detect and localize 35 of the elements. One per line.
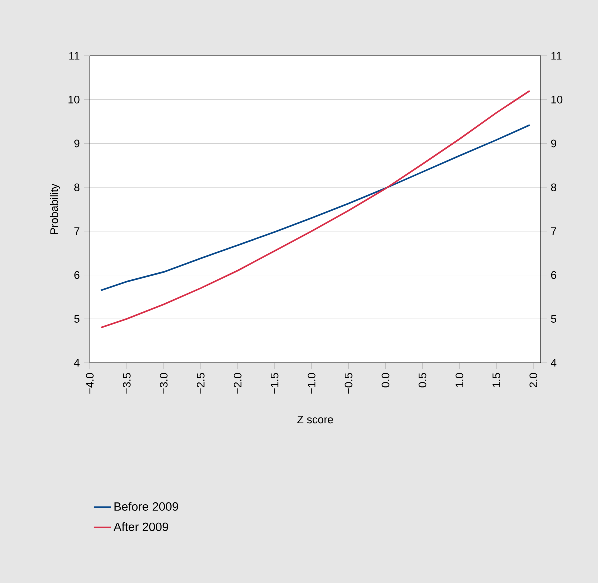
x-tick-label: 0.0 <box>382 373 390 388</box>
x-tick-label: 0.5 <box>418 373 427 388</box>
legend-label: After 2009 <box>114 522 168 532</box>
y-tick-label: 9 <box>74 140 80 148</box>
x-tick-label: −1.0 <box>308 373 316 394</box>
x-tick-label: 1.5 <box>492 373 500 388</box>
x-tick-label: −2.0 <box>234 373 242 394</box>
y-tick-label: 7 <box>74 228 80 236</box>
x-tick-label: −0.5 <box>344 373 353 394</box>
y-tick-label: 4 <box>74 359 80 367</box>
y2-tick-label: 8 <box>551 184 556 192</box>
y-tick-label: 5 <box>74 315 80 323</box>
y-tick-label: 6 <box>74 271 80 280</box>
y2-tick-label: 7 <box>551 228 556 236</box>
y2-tick-label: 11 <box>552 52 562 60</box>
y-axis-title: Probability <box>50 184 60 234</box>
y2-tick-label: 4 <box>551 359 557 367</box>
y2-tick-label: 9 <box>551 140 556 148</box>
y-tick-label: 10 <box>68 96 80 104</box>
legend-label: Before 2009 <box>114 502 178 512</box>
y-tick-label: 8 <box>74 184 80 192</box>
x-tick-label: −3.0 <box>160 373 168 394</box>
line-series <box>100 124 531 292</box>
y2-tick-label: 6 <box>551 271 556 280</box>
x-tick-label: 2.0 <box>530 373 538 388</box>
x-axis-title: Z score <box>298 416 334 424</box>
y-tick-label: 11 <box>70 52 80 60</box>
x-tick-label: −3.5 <box>123 373 131 394</box>
y2-tick-label: 5 <box>551 315 556 323</box>
x-tick-label: 1.0 <box>456 373 464 388</box>
x-tick-label: −4.0 <box>86 373 94 394</box>
line-series <box>100 90 531 329</box>
x-tick-label: −1.5 <box>271 373 279 394</box>
x-tick-label: −2.5 <box>197 373 205 394</box>
y2-tick-label: 10 <box>552 96 563 104</box>
